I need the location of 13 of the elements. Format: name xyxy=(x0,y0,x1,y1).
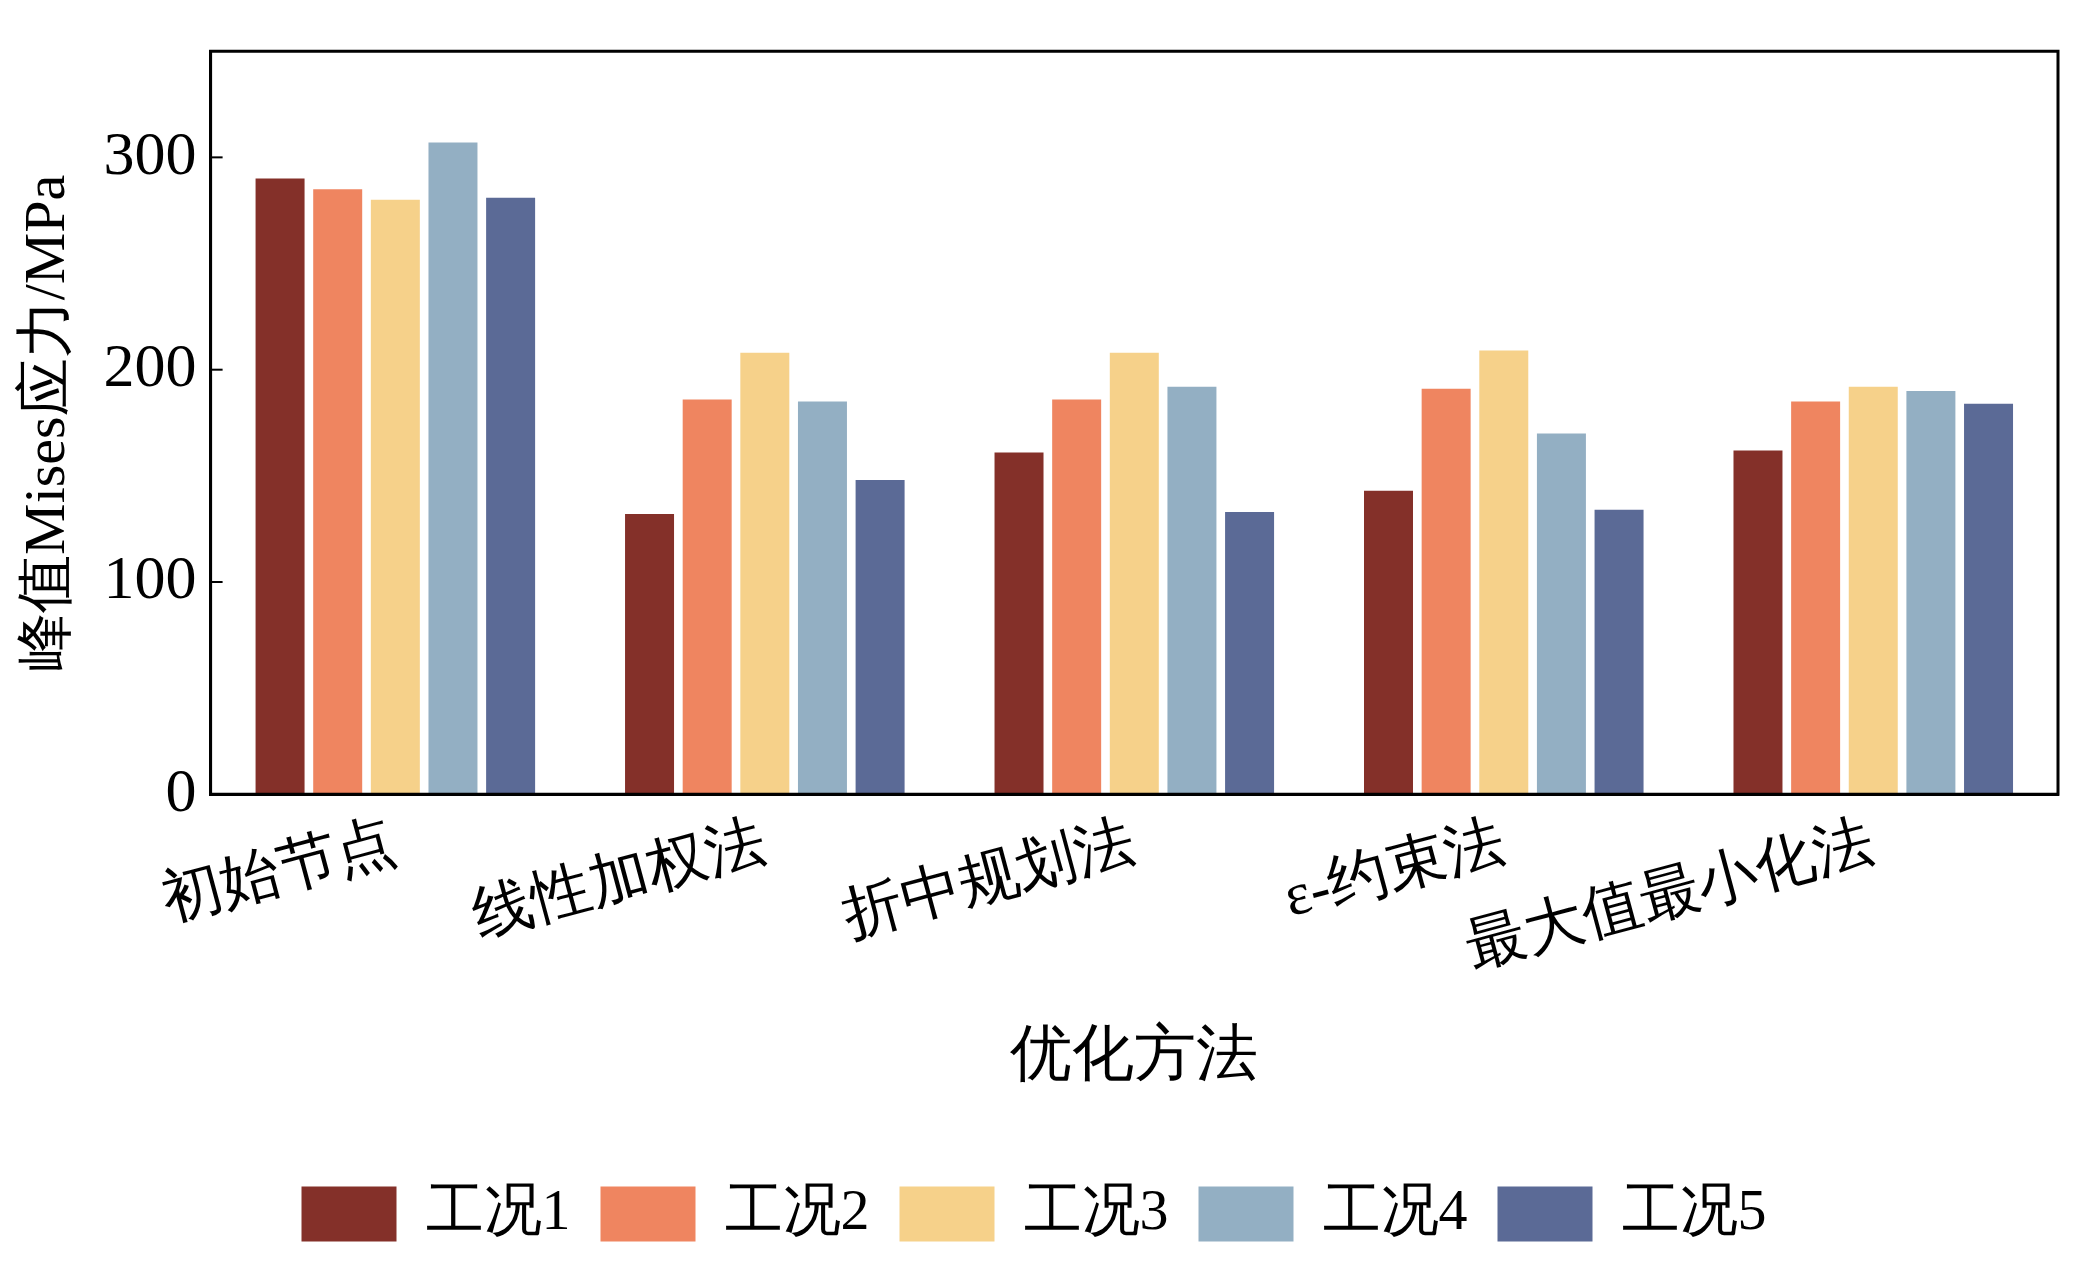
y-axis-title: 峰值Mises应力/MPa xyxy=(12,174,78,671)
y-tick-label: 0 xyxy=(165,755,197,824)
legend-label: 工况2 xyxy=(724,1177,870,1243)
legend-label: 工况5 xyxy=(1621,1177,1767,1243)
y-tick-label: 100 xyxy=(103,543,197,612)
x-tick-label: 线性加权法 xyxy=(465,807,773,949)
x-axis-title: 优化方法 xyxy=(1010,1019,1259,1088)
legend-label: 工况3 xyxy=(1023,1177,1169,1243)
y-tick-label: 200 xyxy=(103,330,197,399)
y-tick-label: 300 xyxy=(103,118,197,187)
legend-label: 工况1 xyxy=(425,1177,571,1243)
x-tick-label: 折中规划法 xyxy=(834,807,1142,949)
legend-label: 工况4 xyxy=(1322,1177,1468,1243)
